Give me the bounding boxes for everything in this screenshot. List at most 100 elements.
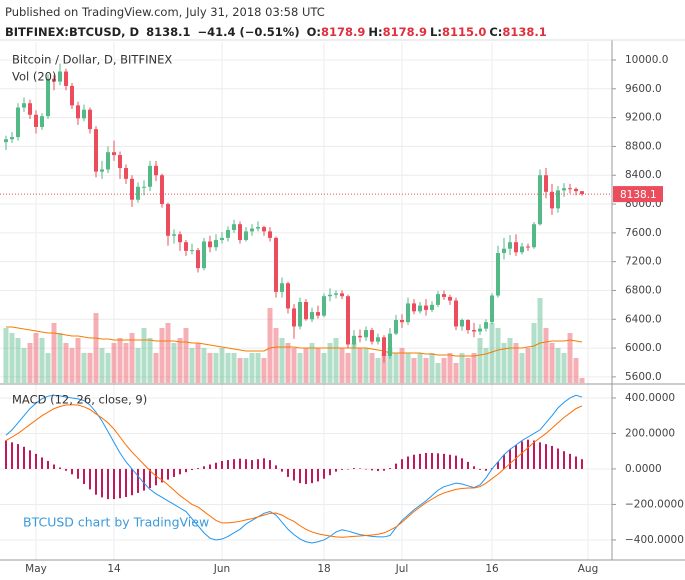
candle-body — [274, 237, 278, 292]
volume-bar — [423, 358, 429, 383]
y-tick-label: 7600.0 — [625, 227, 662, 239]
volume-bar — [351, 343, 357, 383]
volume-bar — [123, 343, 129, 383]
volume-bar — [255, 353, 261, 383]
candle-body — [382, 337, 386, 356]
volume-bar — [129, 333, 135, 383]
candle-body — [238, 224, 242, 241]
volume-bar — [3, 328, 9, 383]
candle-body — [406, 303, 410, 323]
macd-histogram-bar — [575, 456, 577, 469]
macd-histogram-bar — [395, 463, 397, 469]
macd-histogram-bar — [113, 468, 115, 500]
candle-body — [430, 304, 434, 310]
volume-bar — [225, 353, 231, 383]
macd-histogram-bar — [581, 459, 583, 469]
macd-histogram-bar — [293, 468, 295, 481]
volume-bar — [201, 348, 207, 383]
macd-histogram-bar — [413, 454, 415, 469]
macd-histogram-bar — [281, 468, 283, 472]
volume-bar — [105, 353, 111, 383]
candle-body — [256, 227, 260, 229]
candle-body — [442, 294, 446, 297]
macd-histogram-bar — [59, 467, 61, 469]
candle-body — [418, 305, 422, 312]
x-tick-label: 16 — [485, 563, 499, 575]
candle-body — [34, 114, 38, 127]
y-tick-label: 7200.0 — [625, 256, 662, 268]
macd-histogram-bar — [245, 459, 247, 469]
candle-body — [142, 186, 146, 188]
volume-bar — [465, 358, 471, 383]
candle-body — [202, 241, 206, 269]
macd-histogram-bar — [539, 442, 541, 469]
ohlc-value: 8115.0 — [441, 25, 487, 39]
macd-histogram-bar — [191, 468, 193, 471]
volume-bar — [21, 348, 27, 383]
macd-histogram-bar — [335, 468, 337, 472]
macd-histogram-bar — [155, 468, 157, 486]
candle-body — [262, 227, 266, 232]
macd-histogram-bar — [299, 468, 301, 484]
volume-bar — [309, 343, 315, 383]
candle-body — [370, 330, 374, 342]
volume-bar — [441, 358, 447, 383]
candle-body — [214, 240, 218, 248]
macd-histogram-bar — [509, 449, 511, 469]
candle-body — [244, 231, 248, 241]
volume-bar — [153, 353, 159, 383]
macd-histogram-bar — [71, 468, 73, 475]
macd-histogram-bar — [143, 468, 145, 491]
macd-histogram-bar — [83, 468, 85, 485]
volume-bar — [375, 358, 381, 383]
macd-histogram-bar — [131, 468, 133, 496]
macd-histogram-bar — [35, 453, 37, 469]
chart-title: Bitcoin / Dollar, D, BITFINEX — [12, 53, 172, 67]
candle-body — [334, 293, 338, 295]
candle-body — [280, 283, 284, 292]
macd-histogram-bar — [197, 468, 199, 469]
macd-histogram-bar — [53, 464, 55, 469]
ohlc-value: 8138.1 — [502, 25, 547, 39]
y-tick-label: 0.0000 — [625, 463, 662, 475]
candle-body — [484, 322, 488, 329]
volume-title: Vol (20) — [12, 70, 56, 84]
macd-title: MACD (12, 26, close, 9) — [12, 393, 147, 407]
macd-histogram-bar — [533, 440, 535, 469]
volume-bar — [291, 348, 297, 383]
volume-bar — [549, 343, 555, 383]
volume-bar — [495, 328, 501, 383]
volume-bar — [213, 353, 219, 383]
macd-histogram-bar — [347, 468, 349, 470]
candle-body — [556, 190, 560, 209]
y-tick-label: 8800.0 — [625, 140, 662, 152]
candle-body — [358, 335, 362, 338]
volume-bar — [573, 358, 579, 383]
candle-body — [94, 129, 98, 172]
candle-body — [340, 293, 344, 297]
volume-bar — [135, 348, 141, 383]
volume-bar — [447, 353, 453, 383]
volume-bar — [15, 338, 21, 383]
candle-body — [526, 246, 530, 248]
candle-body — [412, 303, 416, 312]
candle-body — [226, 229, 230, 238]
macd-histogram-bar — [89, 468, 91, 490]
candle-body — [10, 137, 14, 140]
macd-histogram-bar — [383, 468, 385, 471]
macd-histogram-bar — [455, 455, 457, 469]
volume-bar — [171, 343, 177, 383]
macd-histogram-bar — [305, 468, 307, 485]
volume-bar — [489, 323, 495, 383]
macd-histogram-bar — [449, 454, 451, 469]
macd-histogram-bar — [65, 468, 67, 471]
volume-bar — [339, 348, 345, 383]
candle-body — [490, 295, 494, 323]
candle-body — [472, 330, 476, 332]
volume-bar — [435, 363, 441, 383]
candle-body — [460, 319, 464, 327]
macd-histogram-bar — [257, 459, 259, 469]
macd-histogram-bar — [551, 445, 553, 469]
candle-body — [538, 175, 542, 225]
macd-histogram-bar — [263, 458, 265, 469]
